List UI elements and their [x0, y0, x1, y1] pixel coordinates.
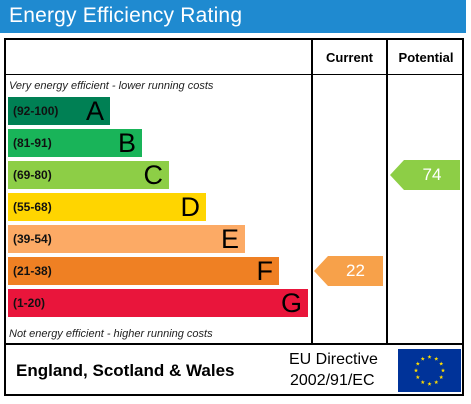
star-icon [413, 368, 419, 373]
potential-rating-value: 74 [422, 165, 442, 184]
rating-frame [4, 38, 464, 396]
star-icon [439, 375, 444, 380]
band-letter: C [143, 160, 164, 190]
star-icon [427, 381, 432, 386]
directive-number: 2002/91/EC [290, 372, 375, 389]
current-column-header: Current [326, 50, 373, 65]
band-range: (21-38) [13, 264, 52, 278]
star-icon [434, 379, 439, 384]
band-d: (55-68) D [8, 192, 206, 222]
top-note: Very energy efficient - lower running co… [9, 80, 214, 92]
band-letter: F [256, 256, 274, 286]
band-letter: B [117, 128, 136, 158]
star-icon [427, 354, 432, 359]
star-icon [434, 356, 439, 361]
band-c: (69-80) C [8, 160, 169, 190]
current-rating-value: 22 [346, 261, 365, 280]
band-range: (92-100) [13, 104, 59, 118]
band-a: (92-100) A [8, 96, 110, 126]
current-rating-arrow: 22 [314, 256, 383, 286]
band-range: (55-68) [13, 200, 52, 214]
band-e: (39-54) E [8, 224, 245, 254]
header-divider [6, 74, 462, 75]
band-b: (81-91) B [8, 128, 142, 158]
title-bar: Energy Efficiency Rating [0, 0, 466, 33]
band-range: (1-20) [13, 296, 46, 310]
potential-column-divider [386, 38, 388, 345]
band-letter: D [180, 192, 201, 222]
star-icon [439, 361, 444, 366]
band-f: (21-38) F [8, 256, 279, 286]
eu-flag-icon [398, 349, 461, 392]
region-label: England, Scotland & Wales [16, 361, 235, 380]
current-column-divider [311, 38, 313, 345]
current-arrow-shape [314, 256, 383, 286]
bottom-note: Not energy efficient - higher running co… [9, 328, 213, 340]
directive-label: EU Directive [289, 351, 378, 368]
star-icon [420, 379, 425, 384]
band-range: (39-54) [13, 232, 52, 246]
band-letter: G [280, 288, 302, 318]
star-icon [440, 368, 446, 373]
band-range: (69-80) [13, 168, 52, 182]
chart-title: Energy Efficiency Rating [9, 4, 243, 27]
footer-divider [4, 343, 464, 345]
band-letter: A [85, 96, 104, 126]
band-letter: E [220, 224, 239, 254]
potential-column-header: Potential [398, 50, 454, 65]
band-range: (81-91) [13, 136, 52, 150]
band-g: (1-20) G [8, 288, 308, 318]
star-icon [415, 361, 420, 366]
star-icon [415, 375, 420, 380]
potential-rating-arrow: 74 [390, 160, 460, 190]
star-icon [420, 356, 425, 361]
potential-arrow-shape [390, 160, 460, 190]
